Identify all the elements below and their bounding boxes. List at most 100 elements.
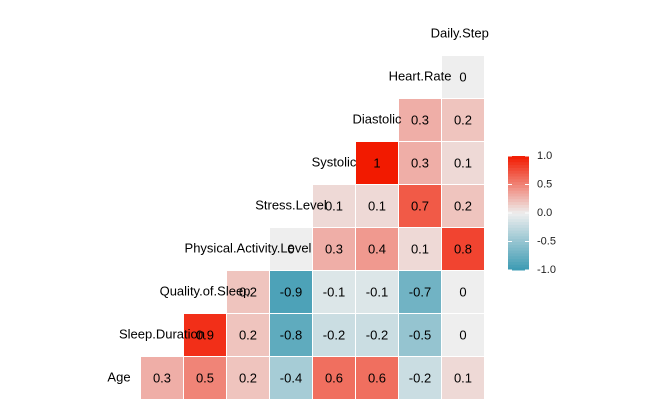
legend-label: -1.0 xyxy=(537,264,556,276)
cell-label: -0.2 xyxy=(323,327,345,342)
legend-label: -0.5 xyxy=(537,235,556,247)
legend-gradient xyxy=(508,170,529,174)
legend-gradient xyxy=(508,255,529,260)
cell xyxy=(398,270,442,314)
cell-label: 0.2 xyxy=(239,327,257,342)
cell-label: 0.1 xyxy=(454,370,472,385)
cell-label: 1 xyxy=(373,155,380,170)
variable-label: Daily.Steps xyxy=(431,25,496,40)
cell-label: -0.4 xyxy=(280,370,302,385)
cell-label: 0.2 xyxy=(454,198,472,213)
variable-label: Physical.Activity.Level xyxy=(185,240,312,255)
cell-label: 0.6 xyxy=(325,370,343,385)
legend-gradient xyxy=(508,238,529,242)
cell-label: 0.5 xyxy=(196,370,214,385)
cell-label: 0.9 xyxy=(196,327,214,342)
cell-label: -0.7 xyxy=(409,284,431,299)
legend-gradient xyxy=(508,215,529,220)
legend-gradient xyxy=(508,156,529,160)
legend-gradient xyxy=(508,247,529,251)
legend-gradient xyxy=(508,261,529,265)
legend-gradient xyxy=(508,230,529,234)
legend-gradient xyxy=(508,201,529,205)
legend-gradient xyxy=(508,207,529,211)
variable-label: Heart.Rate xyxy=(389,68,452,83)
cell-label: 0.8 xyxy=(454,241,472,256)
legend: 1.0 0.5 0.0 -0.5 -1.0 xyxy=(508,150,556,276)
cell xyxy=(269,270,313,314)
cell-label: 0.1 xyxy=(325,198,343,213)
cell-label: 0.4 xyxy=(368,241,386,256)
legend-gradient xyxy=(508,235,529,240)
cell xyxy=(355,141,399,185)
cell xyxy=(441,356,485,400)
cell-label: 0.3 xyxy=(153,370,171,385)
cell xyxy=(312,270,356,314)
legend-gradient xyxy=(508,232,529,237)
legend-gradient xyxy=(508,210,529,214)
cell-label: 0.3 xyxy=(411,155,429,170)
legend-gradient xyxy=(508,224,529,228)
legend-gradient xyxy=(508,221,529,225)
cell xyxy=(269,227,313,271)
cell xyxy=(441,313,485,357)
cell xyxy=(312,184,356,228)
cell-label: 0 xyxy=(459,69,466,84)
cell-label: 0 xyxy=(459,284,466,299)
cell xyxy=(183,356,227,400)
cell-label: -0.2 xyxy=(409,370,431,385)
cell xyxy=(398,227,442,271)
legend-gradient xyxy=(508,244,529,248)
cell-label: -0.1 xyxy=(323,284,345,299)
cell xyxy=(398,184,442,228)
legend-gradient xyxy=(508,175,529,180)
legend-gradient xyxy=(508,187,529,191)
cell-label: 0.1 xyxy=(454,155,472,170)
legend-gradient xyxy=(508,250,529,254)
legend-gradient xyxy=(508,181,529,185)
legend-gradient xyxy=(508,267,529,271)
legend-gradient xyxy=(508,227,529,231)
cell-label: 0.1 xyxy=(368,198,386,213)
cell-label: 0.7 xyxy=(411,198,429,213)
cell xyxy=(398,313,442,357)
legend-label: 0.5 xyxy=(537,178,552,190)
variable-label: Quality.of.Sleep xyxy=(160,283,251,298)
variable-label: Age xyxy=(107,369,130,384)
cell xyxy=(441,98,485,142)
cell-label: 0 xyxy=(459,327,466,342)
cell xyxy=(398,98,442,142)
legend-gradient xyxy=(508,158,529,163)
legend-gradient xyxy=(508,161,529,166)
cell-label: 0.2 xyxy=(454,112,472,127)
legend-gradient xyxy=(508,195,529,200)
legend-gradient xyxy=(508,204,529,208)
legend-gradient xyxy=(508,264,529,268)
cell xyxy=(183,313,227,357)
legend-gradient xyxy=(508,190,529,194)
legend-label: 0.0 xyxy=(537,207,552,219)
cell xyxy=(441,184,485,228)
cell-label: 0 xyxy=(287,241,294,256)
legend-gradient xyxy=(508,198,529,203)
cell xyxy=(355,184,399,228)
cell xyxy=(355,270,399,314)
cell-label: -0.1 xyxy=(366,284,388,299)
legend-gradient xyxy=(508,178,529,183)
cell xyxy=(441,227,485,271)
cell xyxy=(441,55,485,99)
variable-label: Stress.Level xyxy=(255,197,327,212)
cell-label: -0.9 xyxy=(280,284,302,299)
cell xyxy=(355,356,399,400)
legend-gradient xyxy=(508,167,529,171)
legend-gradient xyxy=(508,184,529,188)
variable-label: Sleep.Duration xyxy=(119,326,205,341)
cell-label: 0.1 xyxy=(411,241,429,256)
legend-gradient xyxy=(508,164,529,168)
cell xyxy=(441,270,485,314)
cell-label: 0.2 xyxy=(239,370,257,385)
cell-label: -0.8 xyxy=(280,327,302,342)
cell-label: 0.6 xyxy=(368,370,386,385)
cell xyxy=(312,313,356,357)
